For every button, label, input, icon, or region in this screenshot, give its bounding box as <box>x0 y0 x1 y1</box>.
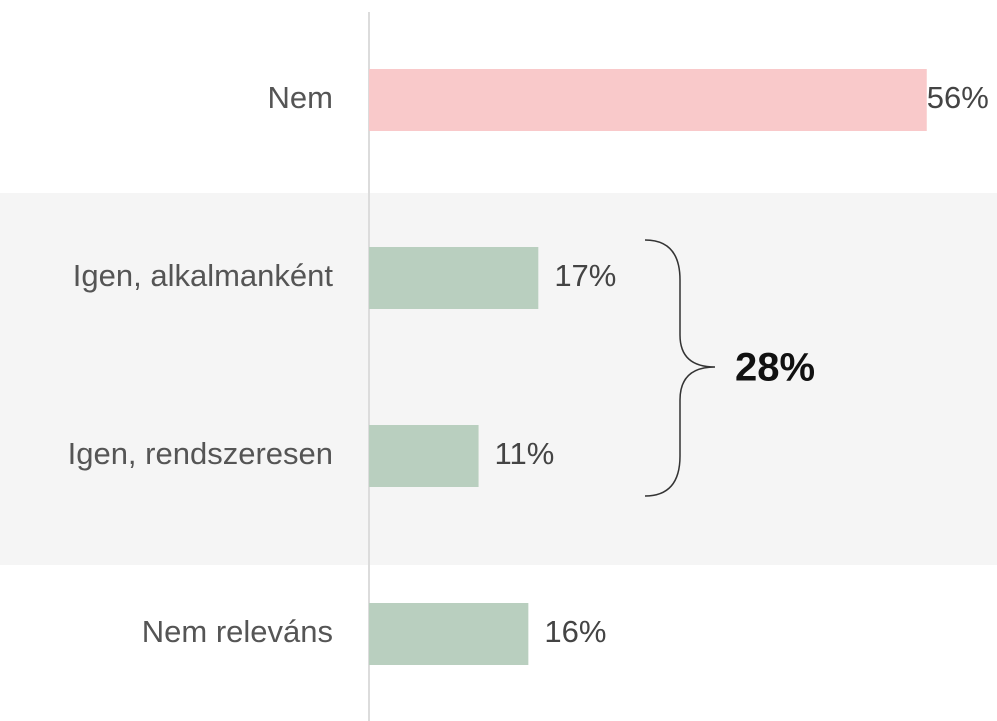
bar <box>369 603 529 665</box>
bar <box>369 69 927 131</box>
bar <box>369 247 539 309</box>
value-label: 11% <box>495 436 555 471</box>
bracket-total: 28% <box>735 346 815 390</box>
category-label: Nem releváns <box>142 614 333 649</box>
category-label: Igen, alkalmanként <box>73 258 334 293</box>
category-label: Igen, rendszeresen <box>68 436 333 471</box>
bar <box>369 425 479 487</box>
value-label: 17% <box>554 258 616 293</box>
value-label: 56% <box>927 80 989 115</box>
category-label: Nem <box>268 80 333 115</box>
bracket <box>644 239 716 497</box>
value-label: 16% <box>544 614 606 649</box>
